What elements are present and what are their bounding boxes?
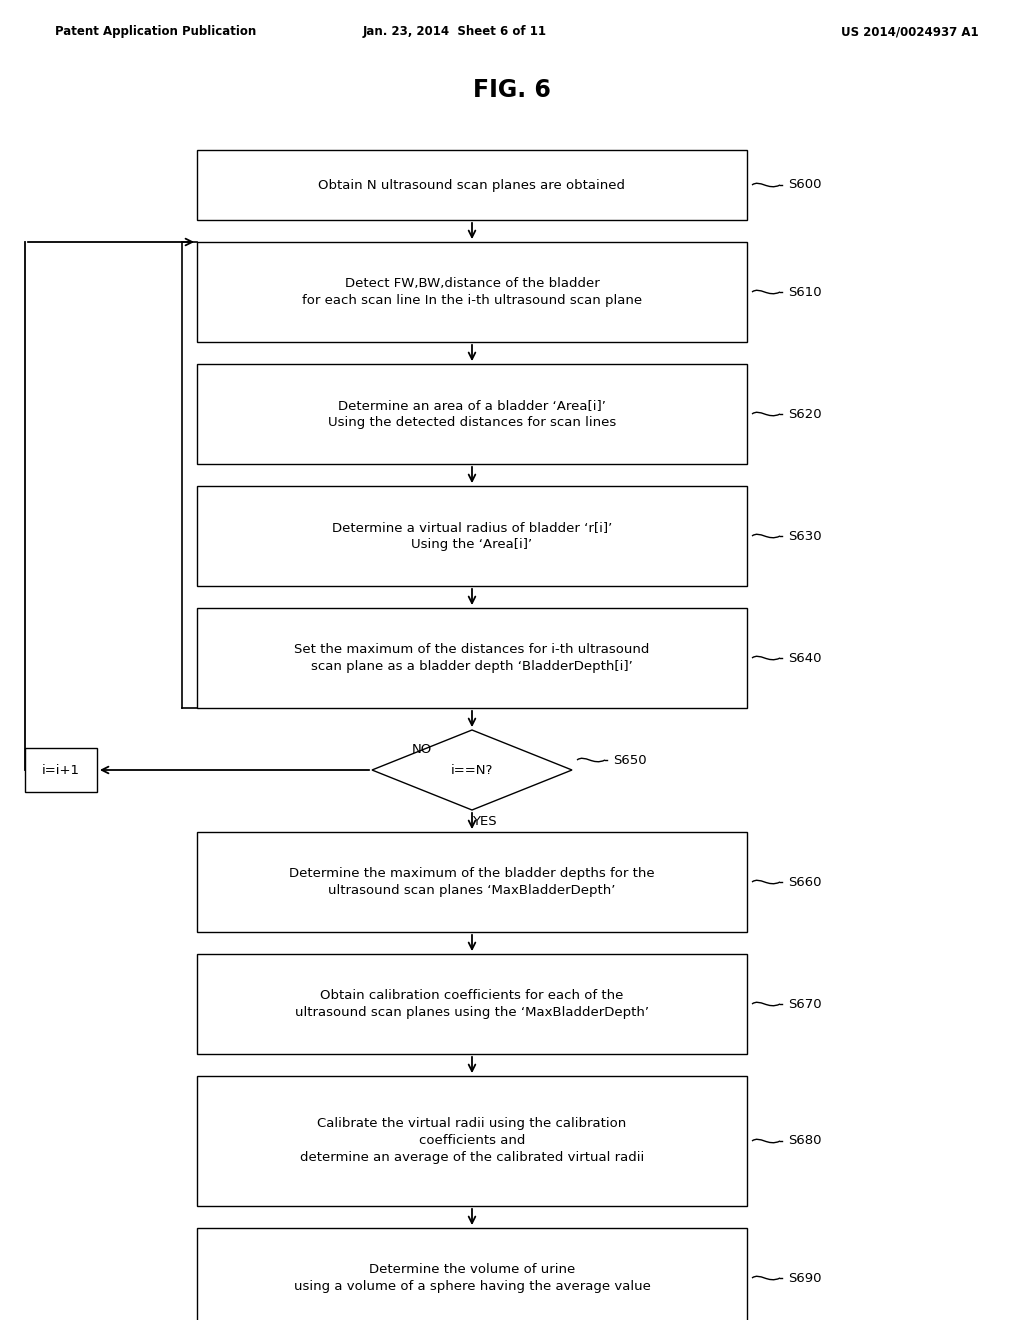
Text: Obtain calibration coefficients for each of the
ultrasound scan planes using the: Obtain calibration coefficients for each… bbox=[295, 989, 649, 1019]
Text: Determine the maximum of the bladder depths for the
ultrasound scan planes ‘MaxB: Determine the maximum of the bladder dep… bbox=[289, 867, 654, 898]
Bar bbox=[197, 150, 746, 220]
Text: S660: S660 bbox=[788, 875, 821, 888]
Bar bbox=[197, 609, 746, 708]
Text: i==N?: i==N? bbox=[451, 763, 494, 776]
Text: Jan. 23, 2014  Sheet 6 of 11: Jan. 23, 2014 Sheet 6 of 11 bbox=[362, 25, 547, 38]
Text: S630: S630 bbox=[788, 529, 821, 543]
Text: S680: S680 bbox=[788, 1134, 821, 1147]
Bar bbox=[25, 748, 97, 792]
Text: S690: S690 bbox=[788, 1271, 821, 1284]
Text: S640: S640 bbox=[788, 652, 821, 664]
Text: Calibrate the virtual radii using the calibration
coefficients and
determine an : Calibrate the virtual radii using the ca… bbox=[300, 1118, 644, 1164]
Text: i=i+1: i=i+1 bbox=[42, 763, 80, 776]
Text: FIG. 6: FIG. 6 bbox=[473, 78, 551, 102]
Text: S600: S600 bbox=[788, 178, 821, 191]
Text: S610: S610 bbox=[788, 285, 821, 298]
Bar bbox=[197, 1228, 746, 1320]
Bar bbox=[197, 486, 746, 586]
Bar bbox=[197, 1076, 746, 1206]
Text: Set the maximum of the distances for i-th ultrasound
scan plane as a bladder dep: Set the maximum of the distances for i-t… bbox=[294, 643, 649, 673]
Text: Detect FW,BW,distance of the bladder
for each scan line In the i-th ultrasound s: Detect FW,BW,distance of the bladder for… bbox=[302, 277, 642, 308]
Text: Patent Application Publication: Patent Application Publication bbox=[55, 25, 256, 38]
Bar bbox=[197, 954, 746, 1053]
Text: YES: YES bbox=[472, 814, 497, 828]
Text: S670: S670 bbox=[788, 998, 821, 1011]
Text: NO: NO bbox=[412, 743, 432, 756]
Text: Determine an area of a bladder ‘Area[i]’
Using the detected distances for scan l: Determine an area of a bladder ‘Area[i]’… bbox=[328, 399, 616, 429]
Text: Obtain N ultrasound scan planes are obtained: Obtain N ultrasound scan planes are obta… bbox=[318, 178, 626, 191]
Text: S650: S650 bbox=[613, 754, 646, 767]
Text: Determine a virtual radius of bladder ‘r[i]’
Using the ‘Area[i]’: Determine a virtual radius of bladder ‘r… bbox=[332, 521, 612, 550]
Bar bbox=[197, 832, 746, 932]
Bar bbox=[197, 242, 746, 342]
Text: Determine the volume of urine
using a volume of a sphere having the average valu: Determine the volume of urine using a vo… bbox=[294, 1263, 650, 1294]
Text: US 2014/0024937 A1: US 2014/0024937 A1 bbox=[841, 25, 979, 38]
Text: S620: S620 bbox=[788, 408, 821, 421]
Polygon shape bbox=[372, 730, 572, 810]
Bar bbox=[197, 364, 746, 465]
